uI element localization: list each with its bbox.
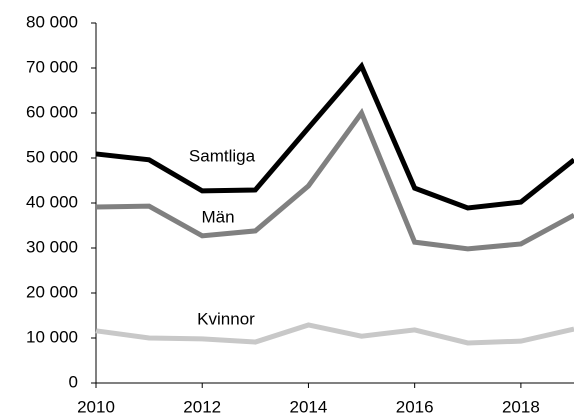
y-tick-label: 10 000: [26, 327, 78, 346]
x-tick-label: 2018: [502, 397, 540, 416]
x-tick-label: 2012: [183, 397, 221, 416]
y-tick-label: 80 000: [26, 12, 78, 31]
y-tick-label: 30 000: [26, 237, 78, 256]
series-label: Kvinnor: [197, 309, 255, 328]
x-tick-label: 2016: [396, 397, 434, 416]
series-line: [95, 322, 574, 346]
series-line: [95, 107, 574, 252]
y-tick-label: 50 000: [26, 147, 78, 166]
y-tick-label: 20 000: [26, 282, 78, 301]
y-tick-label: 70 000: [26, 57, 78, 76]
series-label: Samtliga: [189, 146, 256, 165]
series-label: Män: [201, 207, 234, 226]
y-tick-label: 40 000: [26, 192, 78, 211]
y-tick-label: 0: [69, 372, 78, 391]
y-tick-label: 60 000: [26, 102, 78, 121]
x-tick-label: 2014: [290, 397, 328, 416]
series-line: [95, 61, 574, 211]
x-tick-label: 2010: [77, 397, 115, 416]
